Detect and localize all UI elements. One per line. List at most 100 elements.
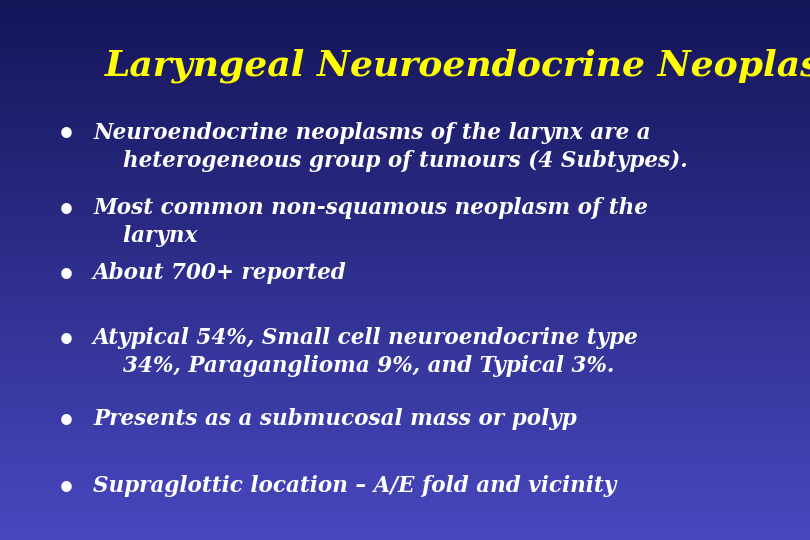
- Bar: [0, 398, 810, 400]
- Bar: [0, 15, 810, 16]
- Bar: [0, 254, 810, 255]
- Bar: [0, 304, 810, 306]
- Bar: [0, 274, 810, 275]
- Bar: [0, 481, 810, 482]
- Bar: [0, 166, 810, 167]
- Bar: [0, 290, 810, 292]
- Bar: [0, 493, 810, 495]
- Bar: [0, 79, 810, 81]
- Bar: [0, 4, 810, 5]
- Bar: [0, 160, 810, 162]
- Text: Laryngeal Neuroendocrine Neoplasms: Laryngeal Neuroendocrine Neoplasms: [105, 49, 810, 83]
- Bar: [0, 360, 810, 362]
- Bar: [0, 42, 810, 43]
- Bar: [0, 126, 810, 128]
- Bar: [0, 495, 810, 497]
- Bar: [0, 155, 810, 157]
- Bar: [0, 173, 810, 174]
- Bar: [0, 390, 810, 393]
- Bar: [0, 128, 810, 130]
- Bar: [0, 110, 810, 112]
- Bar: [0, 189, 810, 191]
- Bar: [0, 491, 810, 493]
- Bar: [0, 25, 810, 27]
- Bar: [0, 45, 810, 47]
- Text: •: •: [57, 262, 75, 291]
- Bar: [0, 86, 810, 88]
- Bar: [0, 70, 810, 72]
- Bar: [0, 120, 810, 123]
- Bar: [0, 417, 810, 420]
- Bar: [0, 99, 810, 101]
- Bar: [0, 153, 810, 155]
- Bar: [0, 320, 810, 322]
- Bar: [0, 509, 810, 511]
- Bar: [0, 196, 810, 198]
- Bar: [0, 454, 810, 455]
- Bar: [0, 403, 810, 405]
- Bar: [0, 252, 810, 254]
- Bar: [0, 529, 810, 531]
- Text: •: •: [57, 197, 75, 226]
- Text: Supraglottic location – A/E fold and vicinity: Supraglottic location – A/E fold and vic…: [93, 475, 616, 497]
- Bar: [0, 340, 810, 342]
- Bar: [0, 488, 810, 490]
- Bar: [0, 531, 810, 533]
- Bar: [0, 322, 810, 324]
- Bar: [0, 38, 810, 39]
- Bar: [0, 7, 810, 9]
- Bar: [0, 344, 810, 346]
- Bar: [0, 194, 810, 196]
- Bar: [0, 382, 810, 383]
- Bar: [0, 92, 810, 93]
- Bar: [0, 427, 810, 428]
- Bar: [0, 112, 810, 113]
- Bar: [0, 201, 810, 204]
- Bar: [0, 319, 810, 320]
- Bar: [0, 216, 810, 218]
- Bar: [0, 393, 810, 394]
- Bar: [0, 434, 810, 436]
- Bar: [0, 396, 810, 398]
- Bar: [0, 205, 810, 207]
- Bar: [0, 297, 810, 299]
- Bar: [0, 342, 810, 344]
- Bar: [0, 471, 810, 474]
- Bar: [0, 119, 810, 120]
- Bar: [0, 204, 810, 205]
- Bar: [0, 335, 810, 336]
- Bar: [0, 501, 810, 502]
- Bar: [0, 250, 810, 252]
- Bar: [0, 355, 810, 356]
- Bar: [0, 405, 810, 407]
- Bar: [0, 174, 810, 177]
- Bar: [0, 232, 810, 234]
- Bar: [0, 221, 810, 223]
- Bar: [0, 63, 810, 65]
- Bar: [0, 513, 810, 515]
- Bar: [0, 285, 810, 286]
- Bar: [0, 363, 810, 366]
- Bar: [0, 436, 810, 437]
- Bar: [0, 374, 810, 376]
- Bar: [0, 50, 810, 52]
- Text: Atypical 54%, Small cell neuroendocrine type
    34%, Paraganglioma 9%, and Typi: Atypical 54%, Small cell neuroendocrine …: [93, 327, 639, 377]
- Bar: [0, 497, 810, 498]
- Bar: [0, 428, 810, 430]
- Bar: [0, 511, 810, 513]
- Bar: [0, 131, 810, 133]
- Bar: [0, 36, 810, 38]
- Bar: [0, 56, 810, 58]
- Bar: [0, 376, 810, 378]
- Bar: [0, 266, 810, 268]
- Bar: [0, 59, 810, 61]
- Bar: [0, 506, 810, 508]
- Bar: [0, 533, 810, 535]
- Bar: [0, 443, 810, 444]
- Bar: [0, 331, 810, 333]
- Text: •: •: [57, 475, 75, 504]
- Bar: [0, 209, 810, 211]
- Bar: [0, 412, 810, 414]
- Bar: [0, 66, 810, 69]
- Bar: [0, 301, 810, 302]
